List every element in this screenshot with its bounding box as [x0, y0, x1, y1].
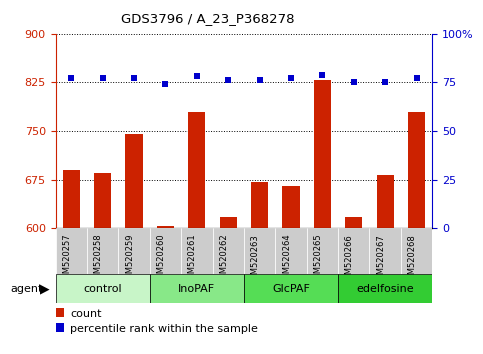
Bar	[56, 228, 87, 274]
Bar	[307, 228, 338, 274]
Text: GSM520259: GSM520259	[125, 234, 134, 284]
Text: agent: agent	[11, 284, 43, 293]
Text: GlcPAF: GlcPAF	[272, 284, 310, 293]
Point	[256, 78, 264, 83]
Point	[224, 78, 232, 83]
Bar	[56, 274, 150, 303]
Text: GSM520262: GSM520262	[219, 234, 228, 285]
Text: edelfosine: edelfosine	[356, 284, 414, 293]
Point	[412, 75, 420, 81]
Text: GSM520268: GSM520268	[408, 234, 416, 285]
Bar	[181, 228, 213, 274]
Bar	[377, 175, 394, 354]
Bar	[283, 186, 299, 354]
Point	[161, 81, 170, 87]
Text: GSM520267: GSM520267	[376, 234, 385, 285]
Bar	[213, 228, 244, 274]
Bar	[118, 228, 150, 274]
Point	[99, 75, 107, 81]
Bar	[220, 217, 237, 354]
Bar	[94, 173, 111, 354]
Text: GSM520263: GSM520263	[251, 234, 260, 285]
Point	[287, 75, 295, 81]
Bar	[150, 228, 181, 274]
Bar	[275, 228, 307, 274]
Bar	[338, 228, 369, 274]
Bar	[408, 112, 425, 354]
Text: percentile rank within the sample: percentile rank within the sample	[70, 324, 258, 333]
Text: GSM520257: GSM520257	[62, 234, 71, 285]
Bar	[126, 134, 142, 354]
Point	[382, 79, 389, 85]
Bar	[244, 274, 338, 303]
Text: ▶: ▶	[40, 282, 49, 295]
Text: GSM520260: GSM520260	[156, 234, 165, 285]
Bar	[338, 274, 432, 303]
Bar	[401, 228, 432, 274]
Text: GSM520264: GSM520264	[282, 234, 291, 285]
Bar	[150, 274, 244, 303]
Bar	[87, 228, 118, 274]
Point	[193, 74, 201, 79]
Point	[319, 72, 327, 77]
Point	[350, 79, 357, 85]
Text: GSM520266: GSM520266	[345, 234, 354, 285]
Bar	[63, 170, 80, 354]
Text: GSM520258: GSM520258	[94, 234, 103, 285]
Text: GSM520265: GSM520265	[313, 234, 323, 285]
Bar	[345, 217, 362, 354]
Bar	[251, 182, 268, 354]
Text: count: count	[70, 309, 101, 319]
Text: GSM520261: GSM520261	[188, 234, 197, 285]
Point	[130, 75, 138, 81]
Bar	[244, 228, 275, 274]
Point	[68, 75, 75, 81]
Bar	[188, 112, 205, 354]
Bar	[157, 226, 174, 354]
Bar	[369, 228, 401, 274]
Text: control: control	[84, 284, 122, 293]
Text: InoPAF: InoPAF	[178, 284, 215, 293]
Text: GDS3796 / A_23_P368278: GDS3796 / A_23_P368278	[121, 12, 295, 25]
Bar	[314, 80, 331, 354]
